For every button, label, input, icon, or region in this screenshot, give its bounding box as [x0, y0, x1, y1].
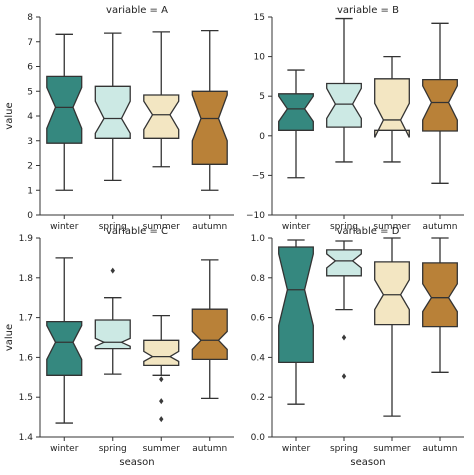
box-autumn [191, 90, 228, 165]
panel-title: variable = C [106, 226, 168, 237]
x-tick-label: spring [330, 444, 358, 454]
box-autumn [422, 262, 458, 328]
y-tick-label: 1.8 [19, 274, 34, 284]
y-tick-label: 0.2 [251, 393, 265, 403]
y-tick-label: 6 [27, 63, 33, 73]
x-tick-label: summer [143, 444, 180, 454]
panel-1: variable = B −10 −5 0 5 10 15 winter spring summe… [246, 5, 464, 232]
x-tick-label: autumn [192, 444, 227, 454]
y-tick-label: 10 [254, 53, 266, 63]
y-tick-label: 0 [259, 132, 265, 142]
box-winter [278, 246, 314, 364]
outlier-point [159, 416, 164, 423]
box-spring [94, 85, 131, 139]
box-summer [374, 261, 410, 326]
box-autumn [422, 78, 458, 132]
panel-2: variable = C 1.4 1.5 1.6 1.7 1.8 1.9 winter spri… [4, 226, 234, 468]
x-tick-label: autumn [192, 222, 227, 232]
y-axis-label: value [4, 102, 15, 129]
y-tick-label: 5 [27, 87, 33, 97]
y-tick-label: 15 [254, 13, 265, 23]
y-tick-label: 1 [27, 186, 33, 196]
y-tick-label: 1.0 [251, 234, 266, 244]
outlier-point [110, 267, 115, 274]
x-tick-label: winter [50, 444, 79, 454]
outlier-point [159, 376, 164, 383]
panel-0: variable = A 0 1 2 3 4 5 6 7 8 winter spring summer a… [4, 5, 234, 232]
x-tick-label: summer [373, 444, 410, 454]
box-autumn [191, 308, 228, 361]
box-spring [326, 82, 362, 128]
y-tick-label: 0.6 [251, 314, 266, 324]
box-spring [94, 319, 131, 350]
box-winter [46, 75, 83, 144]
y-tick-label: 0.4 [251, 353, 266, 363]
y-tick-label: 7 [27, 38, 33, 48]
x-axis-label: season [350, 457, 385, 468]
outlier-point [341, 334, 347, 341]
y-tick-label: −5 [252, 171, 265, 181]
panel-title: variable = D [337, 226, 400, 237]
x-tick-label: winter [282, 222, 311, 232]
y-tick-label: 8 [27, 13, 33, 23]
y-tick-label: 1.4 [19, 433, 34, 443]
y-tick-label: 4 [27, 112, 33, 122]
box-summer [143, 339, 180, 367]
panel-title: variable = A [106, 5, 168, 16]
panel-3: variable = D 0.0 0.2 0.4 0.6 0.8 1.0 winter spri… [251, 226, 464, 468]
outlier-point [341, 373, 347, 380]
x-tick-label: spring [99, 222, 127, 232]
y-tick-label: −10 [246, 211, 265, 221]
y-tick-label: 1.7 [19, 314, 33, 324]
box-summer [143, 94, 180, 139]
box-summer [374, 78, 410, 138]
outlier-point [159, 398, 164, 405]
x-tick-label: summer [143, 222, 180, 232]
y-tick-label: 1.9 [19, 234, 34, 244]
y-tick-label: 0.0 [251, 433, 266, 443]
x-tick-label: summer [373, 222, 410, 232]
box-winter [278, 93, 314, 131]
box-winter [46, 320, 83, 376]
y-tick-label: 1.5 [19, 393, 33, 403]
y-tick-label: 5 [259, 92, 265, 102]
x-axis-label: season [119, 457, 154, 468]
y-tick-label: 0 [27, 211, 33, 221]
panel-title: variable = B [337, 5, 399, 16]
y-tick-label: 1.6 [19, 353, 34, 363]
x-tick-label: winter [282, 444, 311, 454]
x-tick-label: spring [99, 444, 127, 454]
y-tick-label: 0.8 [251, 274, 266, 284]
y-tick-label: 2 [27, 162, 33, 172]
y-axis-label: value [4, 324, 15, 351]
y-tick-label: 3 [27, 137, 33, 147]
x-tick-label: spring [330, 222, 358, 232]
box-spring [326, 249, 362, 277]
x-tick-label: autumn [423, 222, 458, 232]
x-tick-label: winter [50, 222, 79, 232]
x-tick-label: autumn [423, 444, 458, 454]
